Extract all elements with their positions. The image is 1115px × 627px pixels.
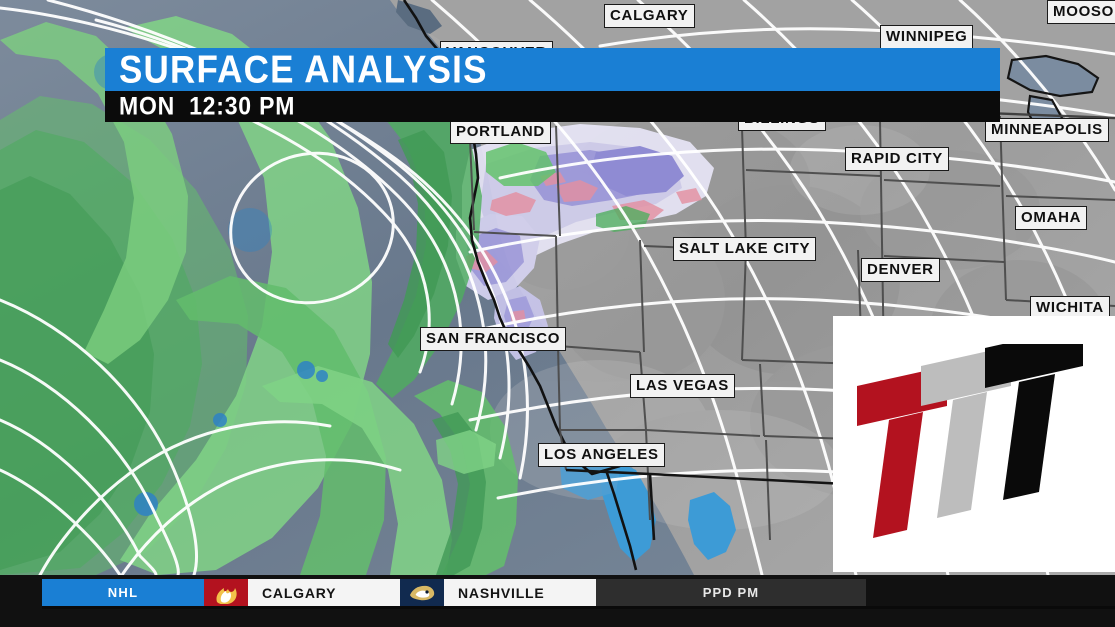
nashville-predators-logo [400,579,444,606]
city-label-winnipeg: WINNIPEG [880,25,974,49]
banner-title-bar: SURFACE ANALYSIS [105,48,1000,91]
sports-ticker[interactable]: NHL CALGARY NASHVILLE [0,575,1115,627]
page-title: SURFACE ANALYSIS [119,47,488,92]
station-logo-panel [833,316,1115,572]
city-label-salt-lake-city: SALT LAKE CITY [673,237,817,261]
ticker-underline [42,606,1115,609]
ticker-away-team[interactable]: CALGARY [248,579,400,606]
ticker-away-team-label: CALGARY [262,584,337,601]
city-label-moosonee: MOOSONEE [1047,0,1115,24]
banner-day: MON [119,91,176,121]
calgary-flames-logo [204,579,248,606]
ticker-status-label: PPD PM [702,585,760,600]
logo-t-black [985,344,1083,500]
ticker-home-team[interactable]: NASHVILLE [444,579,596,606]
city-label-portland: PORTLAND [450,120,551,144]
city-label-las-vegas: LAS VEGAS [630,374,735,398]
banner-timestamp: MON 12:30 PM [105,91,296,121]
flames-icon [216,587,237,604]
title-banner: SURFACE ANALYSIS MON 12:30 PM [105,48,1000,122]
ticker-league-badge[interactable]: NHL [42,579,204,606]
ticker-league-label: NHL [107,585,139,600]
banner-subtitle-bar: MON 12:30 PM [105,91,1000,122]
city-label-calgary: CALGARY [604,4,695,28]
city-label-los-angeles: LOS ANGELES [538,443,665,467]
predators-icon [410,585,435,600]
triple-t-logo [857,344,1083,538]
city-label-denver: DENVER [861,258,940,282]
city-label-rapid-city: RAPID CITY [845,147,950,171]
city-label-omaha: OMAHA [1015,206,1088,230]
city-label-san-francisco: SAN FRANCISCO [420,327,567,351]
city-label-minneapolis: MINNEAPOLIS [985,118,1109,142]
ticker-home-team-label: NASHVILLE [458,584,545,601]
ticker-game-status: PPD PM [596,579,866,606]
banner-time: 12:30 PM [189,91,296,121]
ticker-strip: NHL CALGARY NASHVILLE [42,579,866,606]
